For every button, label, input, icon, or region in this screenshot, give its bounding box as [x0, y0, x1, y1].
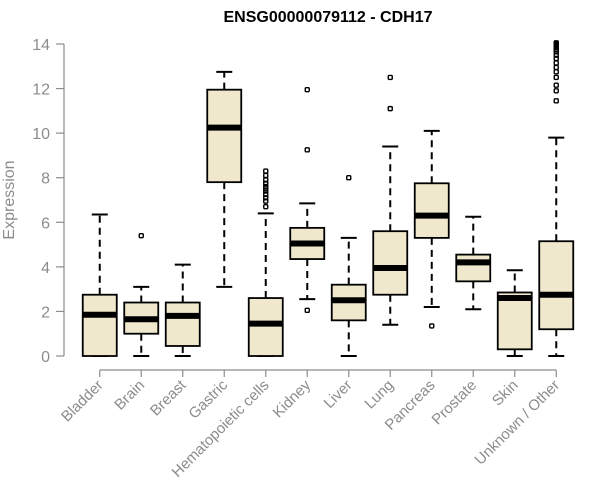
outlier-point [553, 98, 559, 104]
y-axis-label: Expression [1, 160, 18, 239]
iqr-box [247, 297, 284, 357]
x-tick-label: Prostate [429, 377, 481, 429]
iqr-box [455, 253, 492, 283]
outlier-point [304, 307, 310, 314]
outlier-point [346, 175, 352, 181]
outlier-point [553, 64, 559, 71]
iqr-box [164, 301, 201, 347]
box-hematopoietic-cells [247, 168, 284, 357]
x-tick-label: Lung [361, 377, 397, 413]
chart-title: ENSG00000079112 - CDH17 [223, 9, 432, 26]
outlier-point [263, 203, 269, 210]
x-tick-label: Brain [111, 377, 148, 414]
outlier-point [553, 82, 559, 88]
box-lung [372, 74, 409, 326]
outlier-point [304, 86, 310, 93]
iqr-box [81, 293, 118, 357]
box-skin [496, 269, 533, 357]
box-liver [330, 175, 367, 357]
outlier-point [387, 74, 393, 81]
outlier-point [263, 172, 269, 179]
box-bladder [81, 213, 118, 357]
y-tick-label: 6 [41, 215, 50, 232]
box-pancreas [413, 129, 450, 329]
outlier-point [553, 69, 559, 75]
x-tick-label: Kidney [270, 376, 315, 421]
outlier-point [553, 40, 559, 46]
outlier-point [429, 323, 435, 329]
iqr-box [538, 240, 575, 331]
box-brain [123, 232, 160, 357]
outlier-point [263, 177, 269, 183]
box-breast [164, 263, 201, 357]
x-tick-label: Bladder [58, 377, 107, 426]
y-tick-label: 0 [41, 349, 50, 366]
box-unknown-other [538, 40, 575, 357]
iqr-box [496, 291, 533, 351]
iqr-box [206, 88, 243, 184]
y-axis: 0 2 4 6 8 10 12 14 [32, 37, 65, 366]
x-tick-label: Liver [321, 377, 356, 412]
boxes-group [81, 40, 575, 357]
iqr-box [372, 230, 409, 296]
y-tick-label: 2 [41, 304, 50, 321]
y-tick-label: 4 [41, 260, 50, 277]
outlier-point [138, 232, 144, 239]
box-prostate [455, 215, 492, 311]
outlier-point [553, 88, 559, 94]
outlier-point [263, 168, 269, 174]
outlier-point [553, 74, 559, 81]
y-tick-label: 8 [41, 171, 50, 188]
box-kidney [289, 86, 326, 314]
outlier-point [304, 147, 310, 153]
y-tick-label: 12 [32, 82, 50, 99]
y-tick-label: 14 [32, 37, 50, 54]
box-gastric [206, 70, 243, 288]
x-tick-label: Breast [147, 376, 190, 419]
x-tick-label: Skin [489, 377, 522, 410]
outlier-point [387, 105, 393, 112]
outlier-point [553, 60, 559, 66]
iqr-box [413, 182, 450, 239]
y-tick-label: 10 [32, 126, 50, 143]
